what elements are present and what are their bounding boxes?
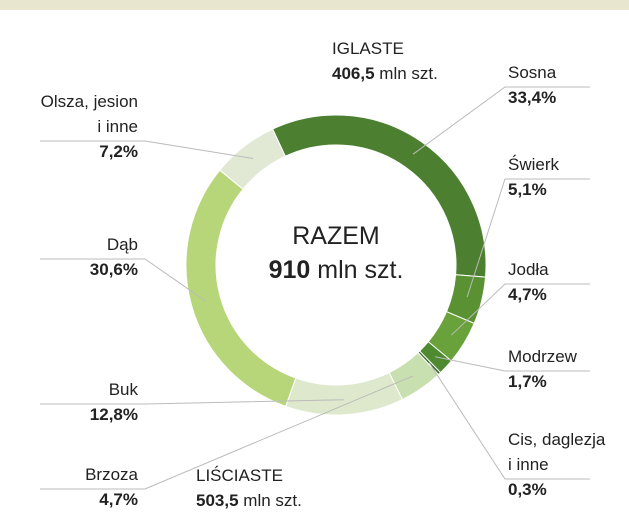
slice-label: Olsza, jesion i inne 7,2% bbox=[20, 89, 138, 164]
group-name: IGLASTE bbox=[332, 39, 404, 58]
value-label: 4,7% bbox=[99, 490, 138, 509]
value-label: 4,7% bbox=[508, 285, 547, 304]
value-label: 1,7% bbox=[508, 372, 547, 391]
category: Jodła bbox=[508, 257, 549, 282]
category: Sosna bbox=[508, 60, 556, 85]
slice-label: Dąb 30,6% bbox=[20, 232, 138, 282]
center-total: 910 mln szt. bbox=[236, 256, 436, 285]
value-label: 30,6% bbox=[90, 260, 138, 279]
slice bbox=[286, 373, 403, 415]
group-name: LIŚCIASTE bbox=[196, 466, 283, 485]
category: Cis, daglezja i inne bbox=[508, 427, 605, 477]
value-label: 33,4% bbox=[508, 88, 556, 107]
value-label: 5,1% bbox=[508, 180, 547, 199]
value-label: 7,2% bbox=[99, 142, 138, 161]
slice bbox=[273, 115, 486, 277]
slice-label: Buk 12,8% bbox=[20, 377, 138, 427]
slice bbox=[186, 170, 296, 406]
slice-label: Modrzew 1,7% bbox=[508, 344, 577, 394]
category: Brzoza bbox=[20, 462, 138, 487]
unit: mln szt. bbox=[243, 491, 302, 510]
slice-label: Świerk 5,1% bbox=[508, 152, 559, 202]
category: Olsza, jesion i inne bbox=[20, 89, 138, 139]
total: 910 bbox=[269, 256, 311, 284]
category: Modrzew bbox=[508, 344, 577, 369]
slice-label: Brzoza 4,7% bbox=[20, 462, 138, 512]
group-value: 406,5 bbox=[332, 64, 375, 83]
slice-label: Cis, daglezja i inne 0,3% bbox=[508, 427, 605, 502]
page: {"chart_data": {"type": "donut", "catego… bbox=[0, 0, 629, 526]
group-label: LIŚCIASTE 503,5 mln szt. bbox=[196, 463, 302, 513]
unit: mln szt. bbox=[317, 256, 403, 284]
unit: mln szt. bbox=[379, 64, 438, 83]
value-label: 12,8% bbox=[90, 405, 138, 424]
group-value: 503,5 bbox=[196, 491, 239, 510]
center-label: RAZEM bbox=[236, 222, 436, 251]
category: Buk bbox=[20, 377, 138, 402]
slice-label: Jodła 4,7% bbox=[508, 257, 549, 307]
slice-label: Sosna 33,4% bbox=[508, 60, 556, 110]
group-label: IGLASTE 406,5 mln szt. bbox=[332, 36, 438, 86]
category: Świerk bbox=[508, 152, 559, 177]
leader-line bbox=[413, 87, 590, 154]
value-label: 0,3% bbox=[508, 480, 547, 499]
category: Dąb bbox=[20, 232, 138, 257]
